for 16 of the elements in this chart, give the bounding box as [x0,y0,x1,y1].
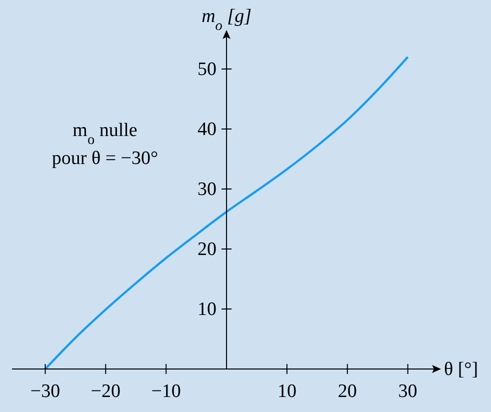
y-axis-title: m$_{o}$ [g] [202,6,252,34]
y-tick-label: 30 [198,179,217,200]
y-tick-label: 40 [198,119,217,140]
annotation: pour θ = −30° [52,148,158,169]
annotation: m$_{o}$ nulle [72,120,138,148]
x-tick-label: 20 [338,381,357,402]
line-series [44,56,409,370]
x-tick-label: −10 [151,381,181,402]
y-tick-label: 20 [198,239,217,260]
x-tick-label: 10 [277,381,296,402]
y-tick-label: 10 [198,299,217,320]
x-tick-label: −30 [30,381,60,402]
x-axis-title: θ [°] [444,359,478,380]
x-tick-label: 30 [398,381,418,402]
y-tick-label: 50 [198,59,217,80]
x-tick-label: −20 [90,381,121,402]
